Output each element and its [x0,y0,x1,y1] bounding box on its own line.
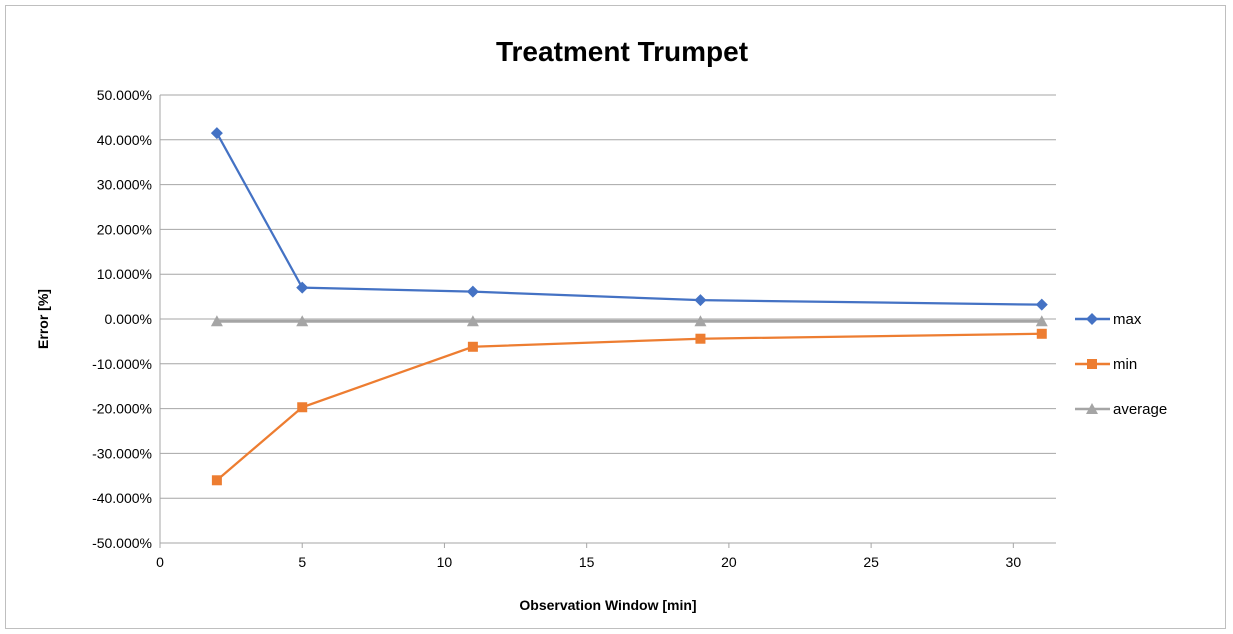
x-tick-label: 0 [156,554,164,570]
x-tick-label: 20 [721,554,737,570]
legend-item-min: min [1075,356,1137,373]
chart-frame [5,5,1226,629]
legend-item-average: average [1075,401,1167,418]
series-line-min [216,332,1042,482]
data-point-max [296,281,309,294]
x-tick-label: 10 [437,554,453,570]
y-tick-label: 50.000% [97,87,152,103]
series-average [210,315,1048,327]
y-tick-label: 0.000% [105,311,152,327]
y-axis-title: Error [%] [35,289,51,349]
x-tick-label: 25 [863,554,879,570]
y-tick-label: -20.000% [92,401,152,417]
legend: max min average [1075,311,1167,418]
y-tick-label: 10.000% [97,266,152,282]
series-layer [210,127,1048,486]
data-point-max [466,285,479,298]
legend-marker-average [1086,403,1098,414]
data-point-min [297,402,308,413]
y-tick-label: 20.000% [97,221,152,237]
x-axis-ticks: 0 5 10 15 20 25 30 [156,543,1021,570]
legend-label: max [1113,311,1142,328]
x-tick-label: 15 [579,554,595,570]
data-point-average [296,315,309,327]
x-tick-label: 5 [298,554,306,570]
data-point-average [694,315,707,327]
y-tick-label: -10.000% [92,356,152,372]
y-tick-label: 40.000% [97,132,152,148]
data-point-min [211,475,222,486]
x-tick-label: 30 [1006,554,1022,570]
legend-label: average [1113,401,1167,418]
data-point-average [210,315,223,327]
data-point-max [1035,298,1048,311]
data-point-average [1035,315,1048,327]
data-point-average [466,315,479,327]
chart-title: Treatment Trumpet [496,36,748,67]
data-point-min [1036,328,1047,339]
legend-marker-max [1086,313,1098,325]
legend-marker-min [1087,359,1097,369]
series-min [211,328,1047,486]
y-axis-ticks: 50.000% 40.000% 30.000% 20.000% 10.000% 0.000… [92,87,152,551]
series-max [210,127,1048,311]
legend-item-max: max [1075,311,1142,328]
data-point-max [210,127,223,140]
data-point-min [695,333,706,344]
legend-label: min [1113,356,1137,373]
x-axis-title: Observation Window [min] [519,597,696,613]
y-tick-label: 30.000% [97,177,152,193]
grid-lines [159,94,1056,544]
series-line-max [215,132,1042,306]
data-point-min [467,341,478,352]
y-tick-label: -40.000% [92,490,152,506]
data-point-max [694,294,707,307]
y-tick-label: -50.000% [92,535,152,551]
y-tick-label: -30.000% [92,445,152,461]
